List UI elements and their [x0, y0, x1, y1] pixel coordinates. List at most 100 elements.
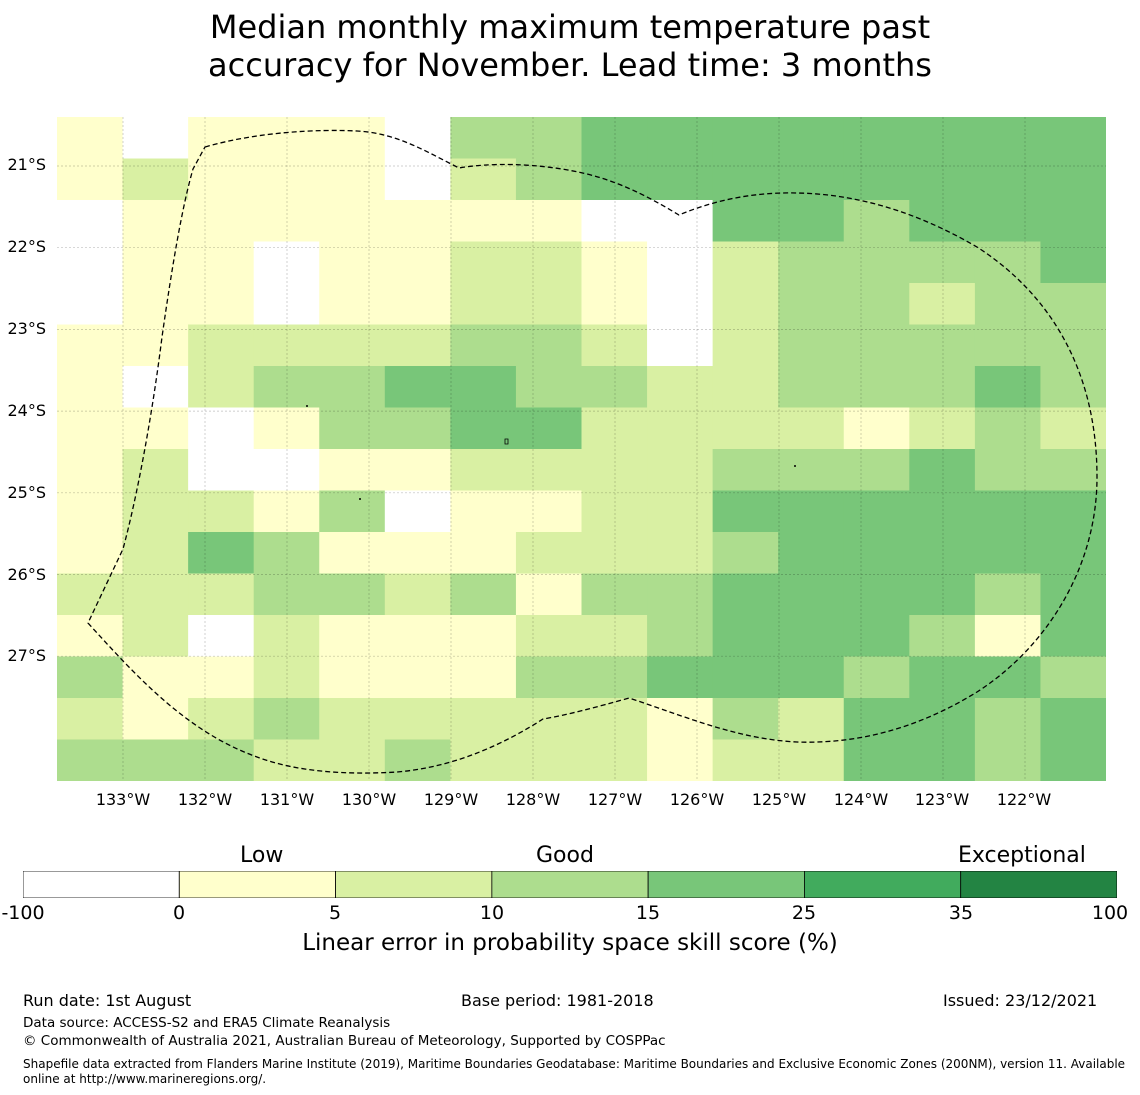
- grid-cell: [450, 200, 517, 243]
- grid-cell: [974, 324, 1042, 367]
- grid-cell: [57, 449, 124, 492]
- grid-cell: [843, 366, 910, 409]
- grid-cell: [778, 324, 845, 367]
- colorbar-category-good: Good: [536, 843, 594, 868]
- grid-cell: [974, 532, 1042, 575]
- grid-cell: [515, 449, 583, 492]
- chart-title: Median monthly maximum temperature past …: [0, 8, 1140, 84]
- grid-cell: [647, 698, 714, 741]
- grid-cell: [122, 698, 189, 741]
- grid-cell: [450, 283, 517, 326]
- grid-cell: [581, 283, 648, 326]
- grid-cell: [778, 117, 845, 160]
- colorbar-segment: [960, 871, 1117, 898]
- grid-cell: [1040, 532, 1106, 575]
- grid-cell: [515, 241, 583, 284]
- grid-cell: [909, 283, 976, 326]
- colorbar-tick: -100: [1, 902, 45, 924]
- grid-cell: [188, 283, 255, 326]
- grid-cell: [778, 739, 845, 781]
- colorbar-category-exceptional: Exceptional: [958, 843, 1086, 868]
- lon-label-128w: 128°W: [505, 790, 561, 809]
- grid-cell: [253, 698, 320, 741]
- grid-cell: [1040, 739, 1106, 781]
- grid-cell: [909, 698, 976, 741]
- colorbar-tick: 5: [328, 902, 342, 924]
- grid-cell: [778, 698, 845, 741]
- colorbar-segment: [178, 871, 336, 898]
- grid-cell: [319, 490, 386, 533]
- grid-cell: [843, 532, 910, 575]
- grid-cell: [778, 615, 845, 658]
- grid-cell: [253, 532, 320, 575]
- grid-cell: [450, 366, 517, 409]
- grid-cell: [909, 573, 976, 616]
- grid-cell: [712, 200, 779, 243]
- grid-cell: [647, 283, 714, 326]
- grid-cell: [909, 366, 976, 409]
- grid-cell: [122, 283, 189, 326]
- grid-cell: [253, 117, 320, 160]
- grid-cell: [712, 698, 779, 741]
- grid-cell: [450, 490, 517, 533]
- grid-cell: [253, 200, 320, 243]
- grid-cell: [319, 698, 386, 741]
- grid-cell: [384, 532, 451, 575]
- grid-cell: [843, 241, 910, 284]
- grid-cell: [974, 656, 1042, 699]
- grid-cell: [712, 615, 779, 658]
- island-mark: [359, 498, 361, 500]
- grid-cell: [1040, 615, 1106, 658]
- grid-cell: [974, 117, 1042, 160]
- grid-cell: [384, 698, 451, 741]
- grid-cell: [581, 739, 648, 781]
- grid-cell: [581, 158, 648, 201]
- grid-cell: [974, 283, 1042, 326]
- grid-cell: [581, 407, 648, 450]
- grid-cell: [647, 656, 714, 699]
- grid-cell: [1040, 117, 1106, 160]
- grid-cell: [974, 158, 1042, 201]
- grid-cell: [188, 698, 255, 741]
- grid-cell: [778, 407, 845, 450]
- grid-cell: [319, 615, 386, 658]
- grid-cell: [384, 490, 451, 533]
- grid-cell: [319, 532, 386, 575]
- grid-cell: [384, 200, 451, 243]
- lon-label-122w: 122°W: [996, 790, 1052, 809]
- grid-cell: [253, 449, 320, 492]
- grid-cell: [581, 324, 648, 367]
- grid-cell: [515, 366, 583, 409]
- shapefile-note: Shapefile data extracted from Flanders M…: [23, 1057, 1126, 1086]
- grid-cell: [122, 656, 189, 699]
- grid-cell: [253, 283, 320, 326]
- grid-cell: [778, 241, 845, 284]
- grid-cell: [57, 573, 124, 616]
- data-source: Data source: ACCESS-S2 and ERA5 Climate …: [23, 1015, 391, 1031]
- grid-cell: [450, 158, 517, 201]
- grid-cell: [974, 698, 1042, 741]
- grid-cell: [384, 407, 451, 450]
- island-mark: [504, 438, 509, 445]
- colorbar-tick: 100: [1091, 902, 1129, 924]
- grid-cell: [647, 241, 714, 284]
- grid-cell: [319, 200, 386, 243]
- lat-label-24s: 24°S: [7, 401, 46, 420]
- grid-cell: [450, 117, 517, 160]
- grid-cell: [647, 407, 714, 450]
- grid-cell: [712, 739, 779, 781]
- grid-cell: [712, 532, 779, 575]
- grid-cell: [384, 283, 451, 326]
- grid-cell: [1040, 449, 1106, 492]
- island-mark: [306, 405, 308, 407]
- grid-cell: [712, 283, 779, 326]
- grid-cell: [843, 117, 910, 160]
- grid-cell: [647, 739, 714, 781]
- grid-cell: [778, 449, 845, 492]
- grid-cell: [515, 573, 583, 616]
- grid-cell: [1040, 241, 1106, 284]
- grid-cell: [843, 449, 910, 492]
- lat-label-27s: 27°S: [7, 646, 46, 665]
- grid-cell: [974, 573, 1042, 616]
- colorbar-tick: 35: [948, 902, 974, 924]
